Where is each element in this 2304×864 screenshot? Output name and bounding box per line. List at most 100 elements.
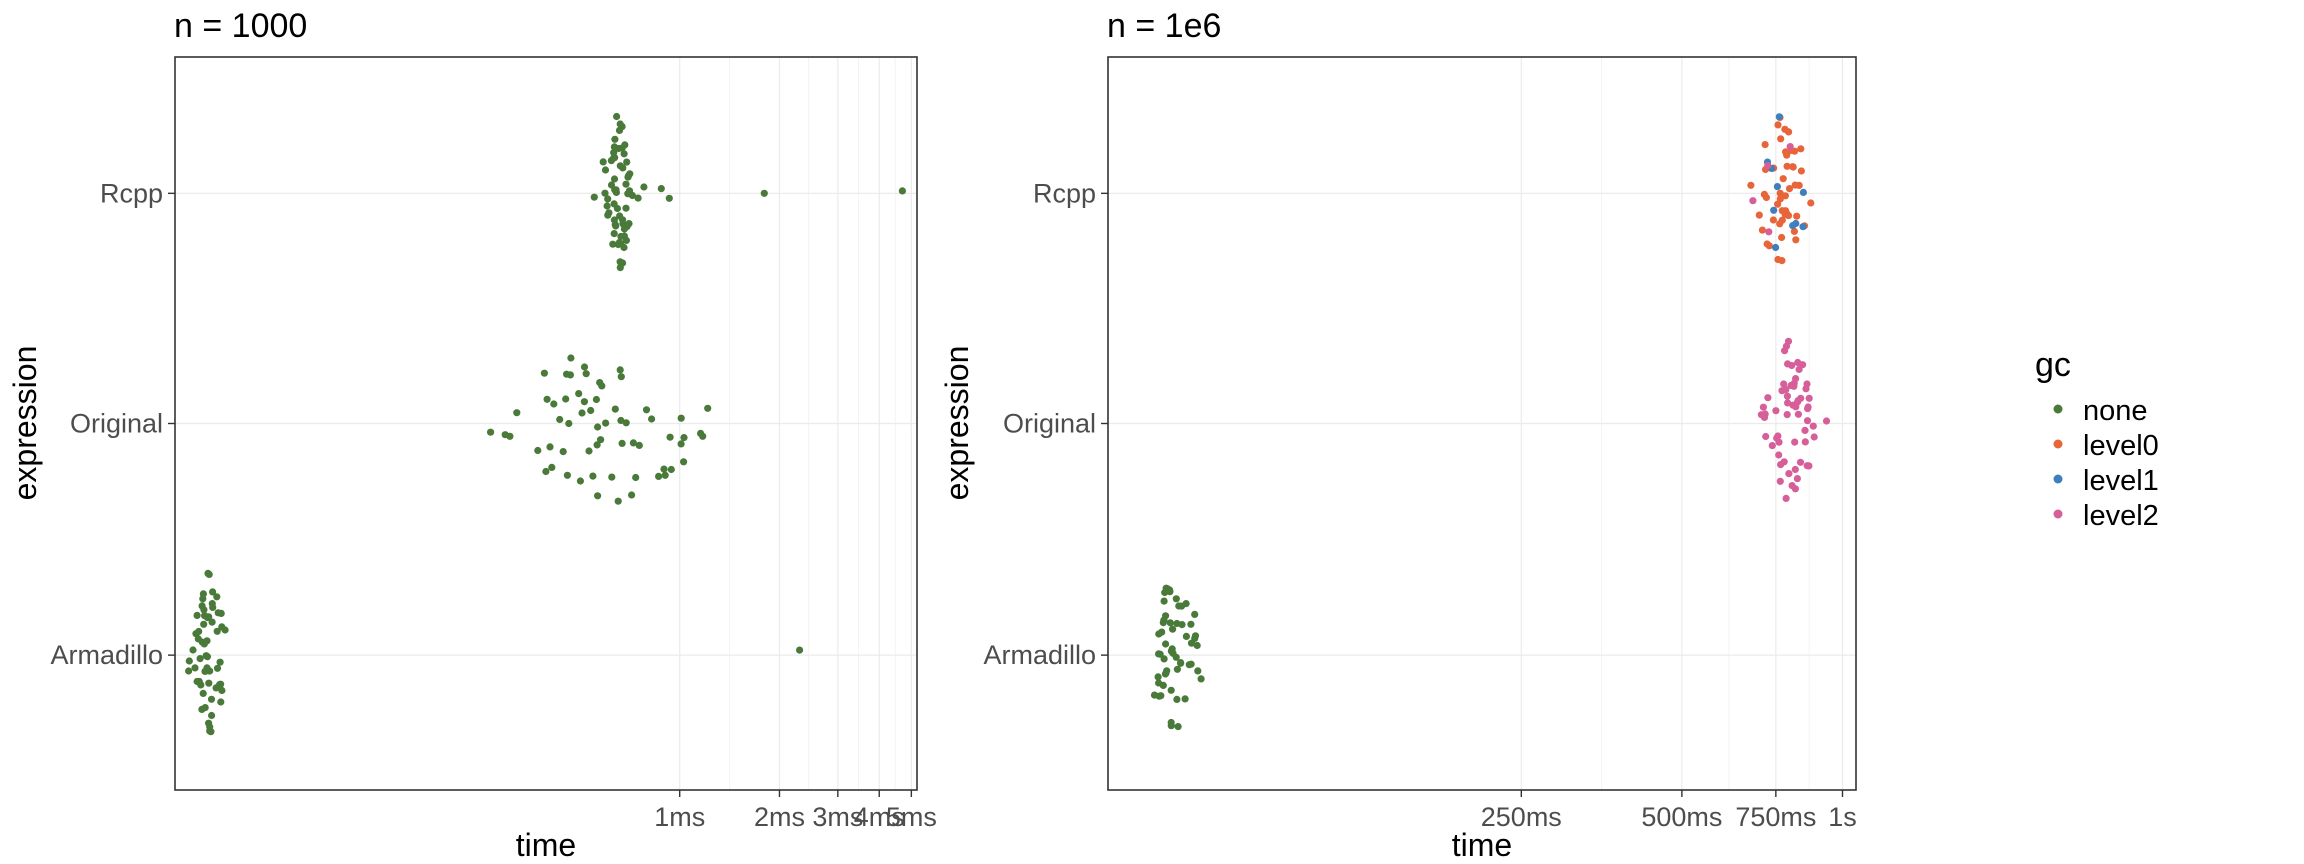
data-point-original-level2 <box>1784 399 1792 407</box>
data-point-armadillo-none <box>1175 602 1183 610</box>
data-point-original-level2 <box>1782 494 1790 502</box>
data-point-rcpp-level0 <box>1789 163 1797 171</box>
data-point-rcpp-level0 <box>1755 211 1763 219</box>
data-point-rcpp-none <box>611 135 619 143</box>
data-point-rcpp-level0 <box>1761 141 1769 149</box>
data-point-original-none <box>567 354 575 362</box>
data-point-armadillo-none <box>1166 588 1174 596</box>
data-point-rcpp-none <box>622 236 631 244</box>
data-point-original-level2 <box>1805 462 1813 470</box>
data-point-rcpp-level0 <box>1778 257 1786 265</box>
data-point-original-level2 <box>1781 347 1789 355</box>
data-point-rcpp-none <box>626 170 634 178</box>
data-point-armadillo-none <box>1172 653 1180 661</box>
data-point-original-level2 <box>1782 386 1790 394</box>
data-point-rcpp-level0 <box>1760 190 1768 198</box>
data-point-rcpp-none <box>619 220 627 228</box>
data-point-original-none <box>666 433 674 441</box>
data-point-original-level2 <box>1791 438 1799 446</box>
data-point-original-level2 <box>1794 358 1802 367</box>
data-point-original-level2 <box>1772 407 1780 415</box>
data-point-rcpp-level0 <box>1781 207 1790 215</box>
data-point-armadillo-none <box>1150 691 1159 699</box>
data-point-original-none <box>608 473 616 481</box>
data-point-original-none <box>618 439 626 447</box>
data-point-armadillo-none <box>796 646 804 654</box>
data-point-original-level2 <box>1762 432 1770 441</box>
data-point-rcpp-level0 <box>1781 192 1789 200</box>
data-point-armadillo-none <box>205 679 213 687</box>
data-point-rcpp-level0 <box>1778 216 1786 224</box>
data-point-original-none <box>559 448 567 456</box>
data-point-armadillo-none <box>205 613 213 621</box>
data-point-rcpp-none <box>610 143 619 151</box>
data-point-rcpp-level0 <box>1777 135 1785 143</box>
data-point-rcpp-level0 <box>1758 226 1766 234</box>
data-point-armadillo-none <box>1158 628 1166 636</box>
data-point-armadillo-none <box>1173 695 1181 704</box>
data-point-original-level2 <box>1803 417 1812 425</box>
data-point-original-level2 <box>1795 365 1803 373</box>
data-point-original-level2 <box>1775 451 1783 459</box>
legend-label-level2: level2 <box>2083 500 2159 532</box>
data-point-armadillo-none <box>1191 632 1200 640</box>
data-point-armadillo-none <box>1173 665 1181 673</box>
data-point-armadillo-none <box>206 727 214 735</box>
data-point-armadillo-none <box>199 689 207 698</box>
data-point-rcpp-level0 <box>1785 185 1794 193</box>
data-point-original-level2 <box>1777 461 1785 469</box>
data-point-original-none <box>628 491 636 499</box>
data-point-rcpp-level2 <box>1786 143 1794 151</box>
data-point-original-level2 <box>1785 470 1793 478</box>
data-point-original-none <box>578 409 586 417</box>
data-point-armadillo-none <box>1167 718 1175 727</box>
data-point-rcpp-level0 <box>1807 199 1815 207</box>
data-point-armadillo-none <box>1169 625 1177 633</box>
data-point-original-none <box>614 497 622 505</box>
data-point-armadillo-none <box>1166 619 1174 627</box>
panel-title: n = 1e6 <box>1107 7 1221 45</box>
data-point-rcpp-none <box>603 202 611 210</box>
data-point-rcpp-none <box>622 180 630 188</box>
data-point-original-none <box>556 415 564 424</box>
data-point-original-none <box>704 404 712 412</box>
legend-title: gc <box>2035 346 2071 384</box>
data-point-rcpp-none <box>624 190 632 198</box>
data-point-original-none <box>585 447 593 455</box>
data-point-original-level2 <box>1809 422 1817 430</box>
data-point-original-level2 <box>1794 410 1802 418</box>
y-tick-label-rcpp: Rcpp <box>1033 178 1096 208</box>
data-point-rcpp-level1 <box>1775 113 1783 121</box>
data-point-armadillo-none <box>209 603 217 612</box>
data-point-original-none <box>622 419 630 427</box>
data-point-rcpp-none <box>622 204 630 212</box>
legend-key-level2 <box>2053 509 2063 519</box>
data-point-armadillo-none <box>1162 640 1170 648</box>
data-point-rcpp-level1 <box>1799 223 1807 231</box>
data-point-original-level2 <box>1784 360 1792 368</box>
data-point-armadillo-none <box>199 590 207 598</box>
data-point-original-level2 <box>1804 405 1812 413</box>
data-point-original-none <box>540 369 549 377</box>
data-point-rcpp-level0 <box>1783 151 1791 159</box>
data-point-original-level2 <box>1796 458 1805 466</box>
data-point-original-level2 <box>1810 433 1818 441</box>
data-point-rcpp-none <box>616 258 624 266</box>
data-point-original-none <box>667 465 675 474</box>
legend-label-level0: level0 <box>2083 430 2159 462</box>
data-point-armadillo-none <box>185 657 193 665</box>
data-point-armadillo-none <box>213 593 221 601</box>
data-point-rcpp-none <box>616 264 624 272</box>
data-point-original-none <box>548 463 556 471</box>
data-point-armadillo-none <box>196 655 204 663</box>
data-point-rcpp-none <box>640 183 648 191</box>
data-point-armadillo-none <box>218 623 226 631</box>
data-point-rcpp-none <box>601 166 610 174</box>
legend-key-level1 <box>2053 474 2063 484</box>
data-point-original-level2 <box>1783 392 1791 400</box>
data-point-armadillo-none <box>1162 612 1170 620</box>
data-point-original-none <box>550 400 558 408</box>
data-point-original-none <box>629 439 638 447</box>
